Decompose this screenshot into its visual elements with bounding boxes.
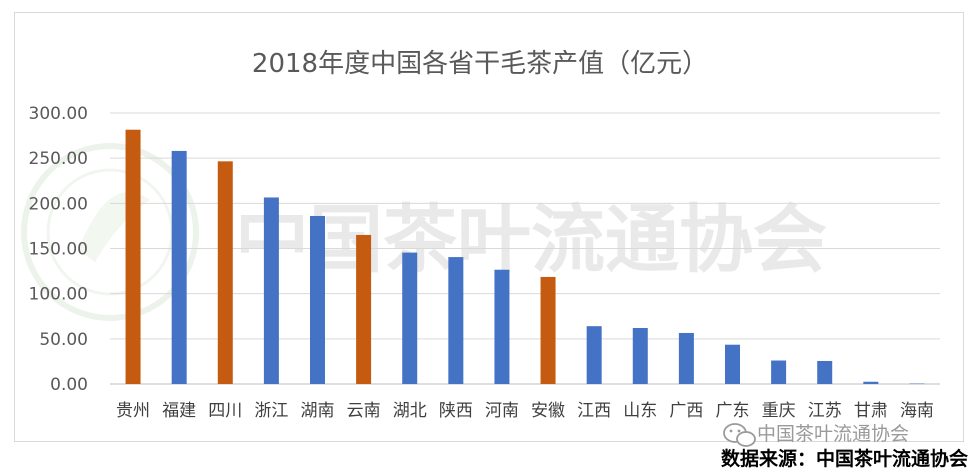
watermark-text: 中国茶叶流通协会 — [235, 197, 827, 283]
data-source-note: 数据来源：中国茶叶流通协会 — [721, 447, 968, 470]
x-category-label: 福建 — [162, 401, 196, 421]
bar-2 — [171, 150, 187, 384]
wechat-icon — [723, 423, 756, 447]
bar-4 — [263, 197, 279, 384]
x-category-label: 江西 — [577, 401, 611, 421]
y-tick-label: 0.00 — [50, 375, 88, 395]
bar-3 — [217, 161, 233, 384]
bar-13 — [678, 332, 694, 384]
bar-9 — [494, 269, 510, 384]
y-tick-label: 200.00 — [29, 194, 88, 214]
x-category-label: 浙江 — [254, 401, 288, 421]
y-tick-label: 100.00 — [29, 285, 88, 305]
gridlines — [110, 112, 940, 385]
bars — [125, 129, 925, 385]
x-category-label: 河南 — [485, 401, 519, 421]
chart-title: 2018年度中国各省干毛茶产值（亿元） — [252, 49, 708, 79]
y-tick-label: 150.00 — [29, 240, 88, 260]
bar-10 — [540, 276, 556, 384]
y-tick-label: 250.00 — [29, 149, 88, 169]
x-axis-labels: 贵州 福建 四川 浙江 湖南 云南 湖北 陕西 河南 安徽 江西 山东 广西 广东 重庆 江苏 甘肃 海南 — [116, 401, 934, 421]
bar-15 — [771, 360, 787, 384]
x-category-label: 重庆 — [762, 401, 796, 421]
y-axis-ticks: 0.00 50.00 100.00 150.00 200.00 250.00 300.00 — [29, 104, 88, 395]
bar-1 — [125, 129, 141, 384]
bar-17 — [863, 381, 879, 384]
bar-11 — [586, 326, 602, 384]
x-category-label: 湖北 — [393, 401, 427, 421]
bar-18 — [909, 383, 925, 385]
x-category-label: 广东 — [716, 401, 750, 421]
x-category-label: 海南 — [900, 401, 934, 421]
x-category-label: 江苏 — [808, 401, 842, 421]
x-category-label: 广西 — [669, 401, 703, 421]
x-category-label: 贵州 — [116, 401, 150, 421]
bar-7 — [402, 252, 418, 384]
bar-16 — [817, 360, 833, 384]
x-category-label: 山东 — [623, 401, 657, 421]
bar-12 — [632, 327, 648, 384]
x-category-label: 陕西 — [439, 401, 473, 421]
wechat-account-name: 中国茶叶流通协会 — [757, 423, 909, 445]
x-category-label: 云南 — [347, 401, 381, 421]
y-tick-label: 300.00 — [29, 104, 88, 124]
bar-8 — [448, 257, 464, 384]
bar-5 — [310, 215, 325, 384]
x-category-label: 甘肃 — [854, 401, 888, 421]
bar-14 — [725, 344, 740, 384]
x-category-label: 四川 — [208, 401, 242, 421]
x-category-label: 安徽 — [531, 401, 565, 421]
y-tick-label: 50.00 — [39, 330, 88, 350]
bar-6 — [356, 234, 372, 384]
x-category-label: 湖南 — [301, 401, 335, 421]
